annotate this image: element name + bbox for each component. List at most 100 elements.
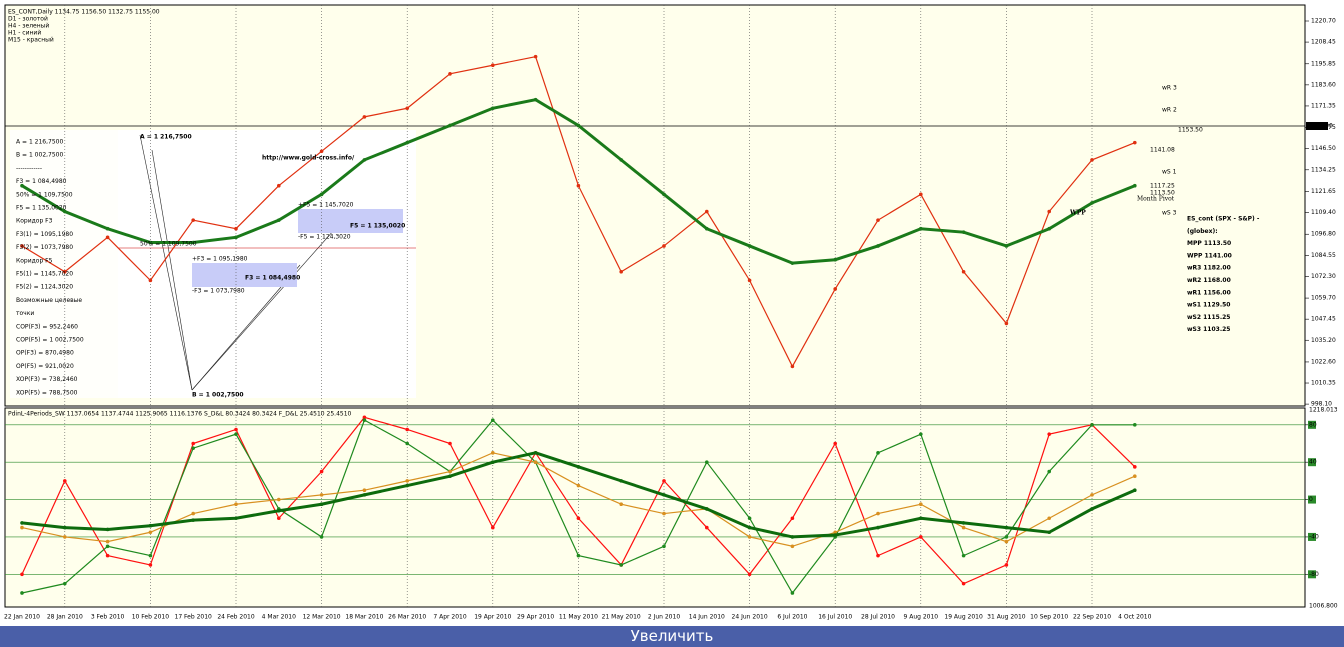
point (747, 572, 752, 577)
point (105, 226, 110, 231)
point (790, 591, 795, 595)
x-tick-label: 18 Mar 2010 (345, 614, 383, 621)
x-tick-label: 17 Feb 2010 (175, 614, 213, 621)
y-tick-label: 1195.85 (1311, 60, 1336, 67)
y-tick-label: 1035.20 (1311, 337, 1336, 344)
x-tick-label: 28 Jul 2010 (861, 614, 895, 621)
point (405, 441, 410, 446)
point (961, 230, 966, 234)
point (148, 553, 153, 558)
annotation: 1006.800 (1309, 603, 1338, 610)
point (1004, 539, 1009, 544)
point (405, 427, 410, 432)
point (833, 257, 837, 262)
x-tick-label: 4 Mar 2010 (262, 614, 296, 621)
annotation: XOP(F3) = 738,2460 (16, 376, 78, 383)
point (1047, 530, 1051, 535)
point (405, 479, 410, 483)
annotation: 1153.50 (1178, 127, 1203, 134)
point (619, 479, 623, 483)
y-tick-label: 1121.65 (1311, 188, 1336, 195)
y-tick-label: 80 (1309, 421, 1317, 428)
x-tick-label: 24 Feb 2010 (217, 614, 255, 621)
point (20, 521, 24, 525)
point (191, 446, 195, 450)
annotation: MPP 1113.50 (1187, 240, 1231, 247)
annotation: 1141.08 (1150, 147, 1175, 154)
zoom-button[interactable]: Увеличить (0, 626, 1344, 647)
annotation: Возможные целевые (16, 297, 82, 304)
point (191, 240, 195, 245)
point (319, 469, 324, 474)
point (63, 535, 67, 539)
point (705, 525, 709, 530)
y-tick-label: 1022.60 (1311, 358, 1336, 365)
annotation: wR 3 (1162, 85, 1177, 92)
point (833, 530, 837, 535)
point (277, 508, 281, 513)
annotation: F5 = 1 135,0020 (350, 223, 405, 230)
point (747, 278, 752, 283)
point (1090, 493, 1094, 497)
x-tick-label: 14 Jun 2010 (689, 614, 725, 621)
tick-box (1308, 458, 1316, 467)
point (833, 441, 837, 446)
annotation: B = 1 002,7500 (192, 392, 244, 399)
point (662, 493, 666, 497)
y-tick-label: 1072.30 (1311, 273, 1336, 280)
point (105, 527, 110, 532)
y-tick-label: 1059.70 (1311, 295, 1336, 302)
point (619, 563, 623, 567)
point (662, 192, 666, 197)
y-tick-label: 1047.45 (1311, 316, 1336, 323)
point (405, 483, 410, 488)
point (747, 535, 752, 539)
y-tick-label: -40 (1309, 533, 1319, 540)
point (277, 183, 281, 188)
point (876, 218, 880, 222)
point (790, 516, 795, 521)
point (576, 123, 581, 128)
annotation: COP(F5) = 1 002,7500 (16, 337, 84, 344)
x-tick-label: 19 Aug 2010 (944, 614, 983, 621)
point (20, 525, 24, 530)
point (705, 209, 709, 214)
x-tick-label: 19 Apr 2010 (474, 614, 511, 621)
y-tick-label: -80 (1309, 571, 1319, 578)
point (277, 497, 281, 502)
point (1004, 244, 1009, 248)
annotation: H4 - зеленый (8, 23, 49, 30)
point (362, 418, 367, 422)
point (362, 488, 367, 493)
x-tick-label: 3 Feb 2010 (91, 614, 125, 621)
point (1047, 469, 1051, 474)
annotation: F3 = 1 084,4980 (245, 275, 300, 282)
point (1090, 423, 1094, 427)
point (148, 563, 153, 567)
annotation: 1113.50 (1150, 190, 1175, 197)
annotation: wR1 1156.00 (1187, 289, 1231, 296)
annotation: PdinL-4Periods_SW 1137.0654 1137.4744 11… (8, 411, 352, 418)
point (533, 451, 538, 455)
point (63, 525, 67, 530)
point (491, 525, 495, 530)
point (191, 511, 195, 516)
y-tick-label: 1134.25 (1311, 166, 1336, 173)
point (234, 432, 238, 436)
point (705, 507, 709, 511)
point (20, 591, 24, 595)
point (362, 158, 367, 162)
point (919, 535, 923, 539)
point (876, 511, 880, 516)
x-tick-label: 28 Jan 2010 (47, 614, 83, 621)
x-tick-label: 6 Jul 2010 (777, 614, 807, 621)
point (533, 97, 538, 102)
point (833, 287, 837, 291)
point (576, 483, 581, 488)
point (576, 516, 581, 521)
x-tick-label: 22 Sep 2010 (1073, 614, 1111, 621)
point (1004, 321, 1009, 326)
point (919, 192, 923, 197)
x-tick-label: 2 Jun 2010 (648, 614, 680, 621)
annotation: WPP (1069, 210, 1086, 217)
